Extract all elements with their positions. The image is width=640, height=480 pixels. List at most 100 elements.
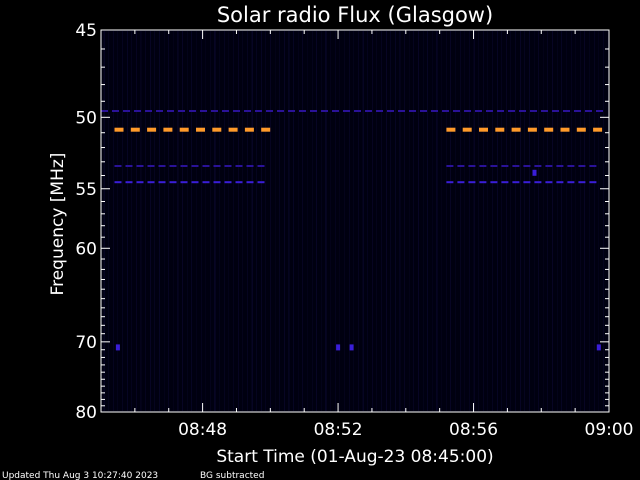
noise-streak <box>437 31 438 411</box>
noise-streak <box>242 31 243 411</box>
emission-band-segment <box>534 165 542 167</box>
noise-streak <box>386 31 387 411</box>
noise-streak <box>450 31 451 411</box>
emission-band-segment <box>200 110 207 112</box>
emission-band-segment <box>224 165 232 167</box>
y-tick-label: 80 <box>75 403 97 423</box>
x-tick-label: 09:00 <box>585 420 634 440</box>
y-axis-ticks: 45 50 55 60 70 80 <box>75 21 609 423</box>
noise-streak <box>473 31 474 411</box>
emission-band-segment <box>130 127 140 132</box>
emission-band-segment <box>560 127 570 132</box>
emission-band-segment <box>321 110 328 112</box>
emission-spot <box>596 344 601 351</box>
emission-band-segment <box>541 110 548 112</box>
emission-band-segment <box>244 110 251 112</box>
noise-streak <box>395 31 396 411</box>
noise-streak <box>289 31 290 411</box>
emission-band-segment <box>235 165 243 167</box>
emission-band-segment <box>191 165 199 167</box>
emission-band-segment <box>332 110 339 112</box>
emission-band-segment <box>112 110 119 112</box>
emission-band-segment <box>475 110 482 112</box>
emission-band-segment <box>512 165 520 167</box>
emission-band-segment <box>398 110 405 112</box>
noise-streak <box>580 31 581 411</box>
emission-spot <box>532 169 537 176</box>
emission-band-segment <box>169 165 177 167</box>
emission-band-segment <box>191 181 199 184</box>
emission-band-segment <box>257 165 265 167</box>
y-axis-title: Frequency [MHz] <box>48 153 68 296</box>
emission-band-segment <box>490 181 498 184</box>
noise-streak <box>275 31 276 411</box>
emission-spot <box>115 344 120 351</box>
emission-band-segment <box>202 165 210 167</box>
emission-band-segment <box>178 110 185 112</box>
emission-band-segment <box>596 110 603 112</box>
noise-streak <box>326 31 327 411</box>
noise-streak <box>136 31 137 411</box>
emission-band-segment <box>310 110 317 112</box>
emission-band-segment <box>189 110 196 112</box>
emission-band-segment <box>134 110 141 112</box>
y-tick-label: 50 <box>75 108 97 128</box>
noise-streak <box>460 31 461 411</box>
emission-band-segment <box>495 127 505 132</box>
plot-frame <box>100 29 610 413</box>
emission-band-segment <box>123 110 130 112</box>
noise-streak <box>390 31 391 411</box>
noise-streak <box>131 31 132 411</box>
noise-streak <box>367 31 368 411</box>
x-tick-label: 08:52 <box>314 420 363 440</box>
noise-streak <box>432 31 433 411</box>
noise-streak <box>325 31 326 411</box>
emission-band-segment <box>589 165 597 167</box>
emission-band-segment <box>464 110 471 112</box>
noise-streak <box>168 31 169 411</box>
emission-band-segment <box>530 110 537 112</box>
noise-streak <box>474 31 475 411</box>
noise-streak <box>238 31 239 411</box>
noise-streak <box>117 31 118 411</box>
emission-band-segment <box>224 181 232 184</box>
noise-streak <box>571 31 572 411</box>
noise-streak <box>400 31 401 411</box>
noise-streak <box>358 31 359 411</box>
x-tick-label: 08:56 <box>449 420 498 440</box>
noise-streak <box>182 31 183 411</box>
noise-streak <box>265 31 266 411</box>
emission-band-segment <box>589 181 597 184</box>
emission-band-segment <box>497 110 504 112</box>
emission-band-segment <box>585 110 592 112</box>
noise-streak <box>247 31 248 411</box>
noise-streak <box>524 31 525 411</box>
noise-streak <box>219 31 220 411</box>
noise-streak <box>497 31 498 411</box>
emission-band-segment <box>145 110 152 112</box>
noise-streak <box>321 31 322 411</box>
emission-band-segment <box>211 110 218 112</box>
emission-band-segment <box>593 127 603 132</box>
noise-streak <box>187 31 188 411</box>
noise-streak <box>233 31 234 411</box>
noise-streak <box>529 31 530 411</box>
noise-streak <box>446 31 447 411</box>
emission-band-segment <box>563 110 570 112</box>
emission-band-segment <box>446 165 454 167</box>
emission-band-segment <box>255 110 262 112</box>
emission-band-segment <box>343 110 350 112</box>
emission-band-segment <box>288 110 295 112</box>
emission-band-segment <box>490 165 498 167</box>
noise-streak <box>256 31 257 411</box>
noise-streak <box>191 31 192 411</box>
noise-streak <box>270 31 271 411</box>
emission-band-segment <box>147 165 155 167</box>
emission-band-segment <box>462 127 472 132</box>
noise-streak <box>288 31 289 411</box>
updated-timestamp: Updated Thu Aug 3 10:27:40 2023 <box>2 471 158 480</box>
noise-streak <box>104 31 105 411</box>
emission-band-segment <box>266 110 273 112</box>
noise-streak <box>455 31 456 411</box>
